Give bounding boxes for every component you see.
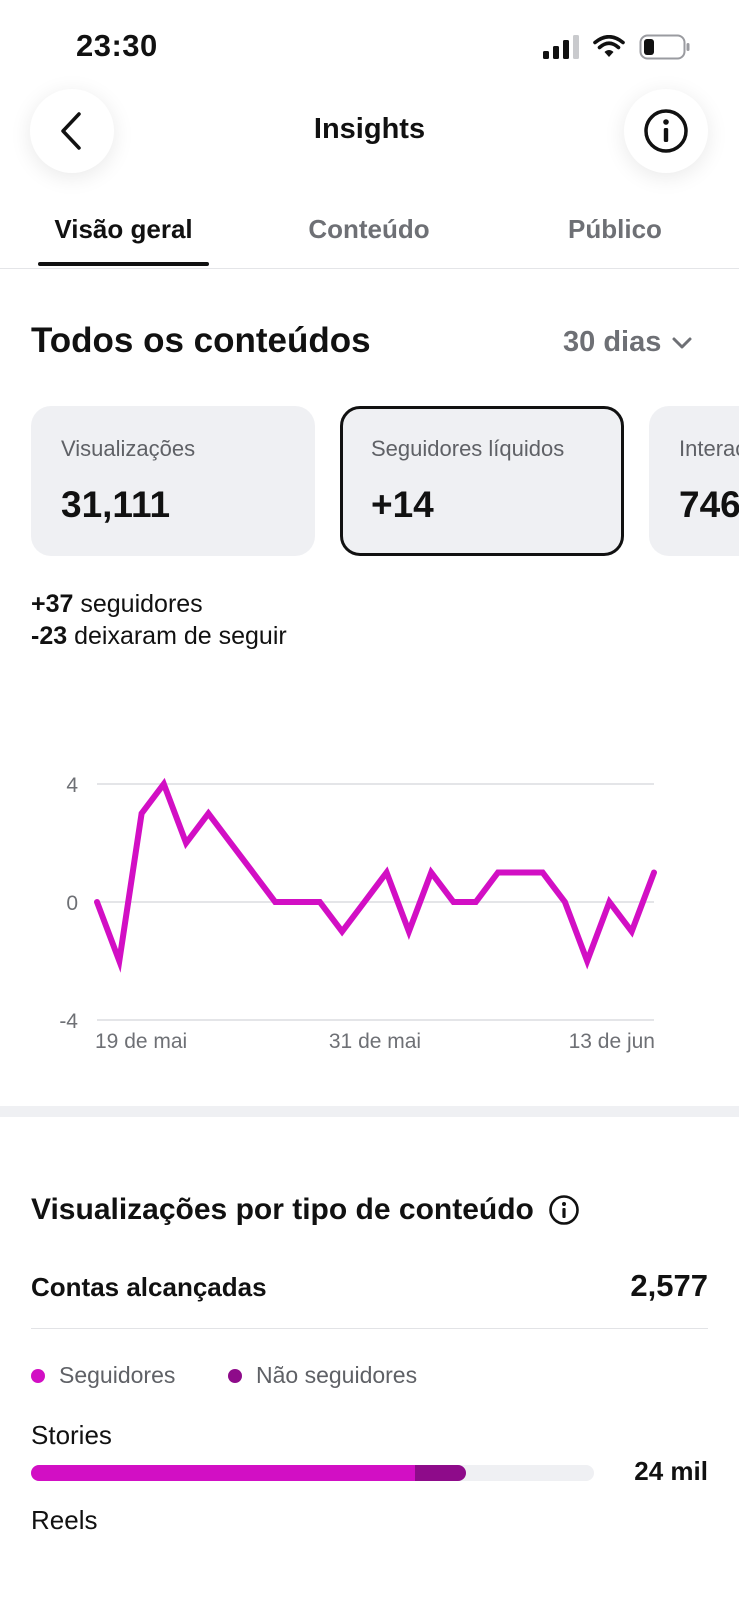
legend-label: Não seguidores — [256, 1362, 418, 1388]
views-by-type-title: Visualizações por tipo de conteúdo — [31, 1193, 534, 1226]
metric-value: +14 — [371, 484, 434, 525]
y-tick-label: -4 — [59, 1010, 78, 1033]
back-button[interactable] — [30, 89, 114, 173]
info-icon — [644, 109, 688, 153]
tab-divider — [0, 268, 739, 269]
followers-gained: +37 seguidores — [31, 590, 203, 619]
followers-lost-value: -23 — [31, 622, 68, 650]
stories-bar — [31, 1465, 594, 1481]
series-line — [94, 777, 657, 973]
stories-value: 24 mil — [634, 1456, 708, 1486]
followers-gained-value: +37 — [31, 590, 74, 618]
metric-card-clip: Interações 746 — [649, 406, 739, 556]
stories-bar-followers — [31, 1465, 415, 1481]
metric-card-net-followers[interactable]: Seguidores líquidos +14 — [340, 406, 624, 556]
tab-visao-geral[interactable]: Visão geral — [54, 214, 193, 244]
chevron-left-icon — [61, 112, 81, 150]
x-tick-label: 19 de mai — [95, 1030, 187, 1053]
x-tick-label: 13 de jun — [569, 1030, 655, 1053]
info-icon[interactable] — [548, 1194, 580, 1226]
followers-gained-label: seguidores — [80, 590, 203, 618]
followers-lost: -23 deixaram de seguir — [31, 622, 287, 651]
metric-value: 746 — [679, 484, 739, 525]
divider — [31, 1328, 708, 1329]
legend-dot-non-followers — [228, 1368, 242, 1383]
metric-label: Seguidores líquidos — [371, 436, 565, 461]
metric-card-views[interactable]: Visualizações 31,111 — [31, 406, 315, 556]
metric-label: Interações — [679, 436, 739, 461]
row-label-reels: Reels — [31, 1505, 98, 1535]
metric-value: 31,111 — [61, 484, 171, 525]
status-icons — [543, 34, 691, 60]
period-selector[interactable]: 30 dias — [563, 326, 693, 359]
tab-conteudo[interactable]: Conteúdo — [308, 214, 430, 244]
tab-publico[interactable]: Público — [568, 214, 662, 244]
y-tick-label: 0 — [66, 892, 78, 915]
followers-lost-label: deixaram de seguir — [74, 622, 287, 650]
reach-label: Contas alcançadas — [31, 1272, 267, 1302]
active-tab-indicator — [38, 262, 209, 266]
metric-card-interactions[interactable]: Interações 746 — [649, 406, 739, 556]
status-time: 23:30 — [76, 28, 158, 63]
section-title: Todos os conteúdos — [31, 321, 371, 360]
x-tick-label: 31 de mai — [329, 1030, 421, 1053]
cellular-signal-icon — [543, 35, 579, 59]
period-label: 30 dias — [563, 326, 662, 358]
legend-dot-followers — [31, 1368, 45, 1383]
section-divider — [0, 1106, 739, 1117]
battery-icon — [639, 34, 690, 60]
legend-followers: Seguidores — [31, 1362, 175, 1389]
stories-bar-non-followers — [414, 1465, 466, 1481]
legend-non-followers: Não seguidores — [228, 1362, 417, 1389]
info-button[interactable] — [624, 89, 708, 173]
wifi-icon — [593, 35, 625, 57]
reach-value: 2,577 — [630, 1268, 708, 1303]
row-label-stories: Stories — [31, 1420, 112, 1450]
page-title: Insights — [313, 113, 426, 145]
y-tick-label: 4 — [66, 774, 78, 797]
legend-label: Seguidores — [59, 1362, 176, 1388]
followers-line-chart: 4 0 -4 19 de mai 31 de mai 13 de jun — [59, 774, 657, 1053]
chevron-down-icon — [672, 337, 692, 348]
views-by-type-title-row: Visualizações por tipo de conteúdo — [31, 1193, 580, 1227]
metric-label: Visualizações — [61, 436, 196, 461]
